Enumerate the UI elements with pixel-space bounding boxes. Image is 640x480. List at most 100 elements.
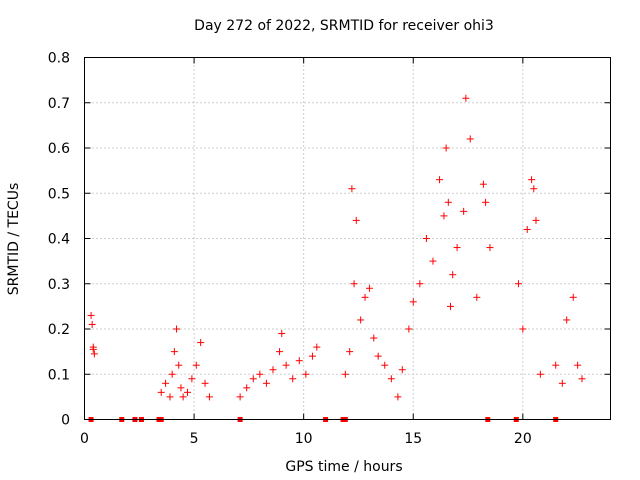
data-point: [157, 388, 165, 396]
grid: [84, 57, 611, 420]
data-point: [243, 384, 251, 392]
data-point: [536, 370, 544, 378]
data-point: [173, 325, 181, 333]
data-point: [365, 284, 373, 292]
data-point: [473, 293, 481, 301]
data-point: [278, 330, 286, 338]
data-point: [175, 361, 183, 369]
data-point: [168, 370, 176, 378]
data-point: [453, 244, 461, 252]
data-point: [462, 94, 470, 102]
data-point: [558, 379, 566, 387]
data-point: [440, 212, 448, 220]
y-tick-label: 0: [61, 413, 70, 429]
data-point: [357, 316, 365, 324]
data-point: [177, 384, 185, 392]
data-point: [188, 375, 196, 383]
data-point: [276, 348, 284, 356]
data-point: [486, 244, 494, 252]
data-point: [87, 311, 95, 319]
data-point: [166, 393, 174, 401]
data-point: [405, 325, 413, 333]
data-point: [447, 302, 455, 310]
x-tick-labels: 0 5 10 15 20: [80, 431, 532, 447]
y-tick-label: 0.6: [48, 141, 70, 157]
data-point: [89, 345, 97, 353]
data-point: [466, 135, 474, 143]
y-axis-label: SRMTID / TECUs: [6, 183, 22, 296]
y-tick-label: 0.3: [48, 277, 70, 293]
x-tick-label: 15: [404, 431, 422, 447]
data-point: [197, 339, 205, 347]
data-point: [90, 350, 98, 358]
data-point: [88, 320, 96, 328]
x-tick-label: 10: [295, 431, 313, 447]
y-tick-label: 0.1: [48, 367, 70, 383]
data-point: [416, 280, 424, 288]
data-point: [295, 357, 303, 365]
y-tick-label: 0.2: [48, 322, 70, 338]
y-tick-label: 0.7: [48, 96, 70, 112]
data-point: [449, 271, 457, 279]
y-tick-label: 0.4: [48, 232, 70, 248]
y-tick-label: 0.8: [48, 51, 70, 67]
data-point: [269, 366, 277, 374]
chart-title: Day 272 of 2022, SRMTID for receiver ohi…: [194, 18, 494, 34]
data-point: [256, 370, 264, 378]
data-point: [201, 379, 209, 387]
data-point: [262, 379, 270, 387]
data-point: [370, 334, 378, 342]
data-point: [374, 352, 382, 360]
data-point: [574, 361, 582, 369]
x-axis-label: GPS time / hours: [285, 459, 402, 475]
data-point: [519, 325, 527, 333]
data-point: [422, 235, 430, 242]
data-point: [249, 375, 257, 383]
ticks: [84, 57, 611, 420]
data-points: [87, 94, 586, 401]
data-point: [409, 298, 417, 306]
data-point: [162, 379, 170, 387]
data-point: [563, 316, 571, 324]
x-tick-label: 5: [190, 431, 199, 447]
data-point: [308, 352, 316, 360]
data-point: [184, 388, 192, 396]
data-point: [192, 361, 200, 369]
data-point: [302, 370, 310, 378]
data-point: [482, 198, 490, 206]
data-point: [236, 393, 244, 401]
data-point: [205, 393, 213, 401]
data-point: [436, 176, 444, 184]
data-point: [350, 280, 358, 288]
data-point: [528, 176, 536, 184]
y-tick-label: 0.5: [48, 186, 70, 202]
data-point: [282, 361, 290, 369]
x-tick-label: 20: [514, 431, 532, 447]
data-point: [523, 225, 531, 233]
data-point: [170, 348, 178, 356]
data-point: [460, 207, 468, 215]
data-point: [530, 185, 538, 193]
data-point: [361, 293, 369, 301]
data-point: [289, 375, 297, 383]
data-point: [479, 180, 487, 188]
data-point: [578, 375, 586, 383]
y-tick-labels: 0 0.1 0.2 0.3 0.4 0.5 0.6 0.7 0.8: [48, 51, 70, 429]
x-tick-label: 0: [80, 431, 89, 447]
data-point: [352, 216, 360, 224]
data-point: [514, 280, 522, 288]
data-point: [341, 370, 349, 378]
plot-frame: [84, 57, 611, 420]
data-point: [429, 257, 437, 265]
data-point: [398, 366, 406, 374]
data-point: [313, 343, 321, 351]
data-point: [394, 393, 402, 401]
data-point: [179, 393, 187, 401]
data-point: [569, 293, 577, 301]
data-point: [532, 216, 540, 224]
data-point: [381, 361, 389, 369]
data-point: [552, 361, 560, 369]
data-point: [346, 348, 354, 356]
data-point: [444, 198, 452, 206]
